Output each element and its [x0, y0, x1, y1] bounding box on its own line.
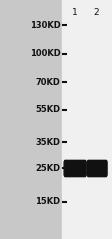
Text: 15KD: 15KD	[35, 197, 60, 206]
Text: 100KD: 100KD	[29, 49, 60, 58]
FancyBboxPatch shape	[64, 160, 85, 177]
Text: 25KD: 25KD	[35, 164, 60, 173]
Bar	[61, 0, 112, 239]
Text: 35KD: 35KD	[35, 138, 60, 147]
Text: 2: 2	[93, 8, 99, 17]
FancyBboxPatch shape	[87, 160, 106, 177]
Text: 130KD: 130KD	[29, 21, 60, 30]
Text: 70KD: 70KD	[35, 78, 60, 87]
Text: 1: 1	[71, 8, 77, 17]
Text: 55KD: 55KD	[35, 105, 60, 114]
